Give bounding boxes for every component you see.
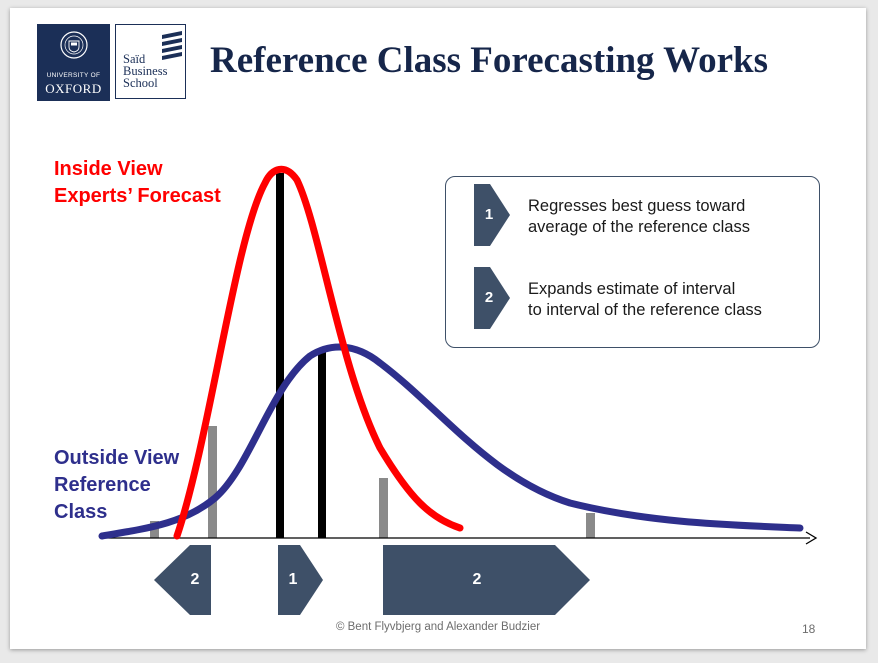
outside-view-label-line3: Class (54, 501, 108, 523)
oxford-logo: UNIVERSITY OF OXFORD (37, 24, 110, 101)
shift-arrow-right (278, 545, 323, 615)
legend-number: 1 (484, 206, 494, 223)
legend-arrow-icon (474, 184, 510, 246)
page-number: 18 (802, 622, 816, 636)
oxford-logo-line1: UNIVERSITY OF (46, 72, 101, 79)
footer-copyright: © Bent Flyvbjerg and Alexander Budzier (335, 621, 541, 633)
legend-text-line1: Regresses best guess toward (528, 197, 746, 215)
inside-view-label-line1: Inside View (54, 158, 163, 180)
slide: UNIVERSITY OF OXFORD Saïd Business Schoo… (10, 8, 866, 649)
inside-view-label: Inside View Experts’ Forecast (54, 156, 221, 210)
shift-arrow-label: 1 (288, 571, 298, 588)
outside-view-label: Outside View Reference Class (54, 445, 179, 526)
legend-text: Expands estimate of interval to interval… (528, 279, 828, 321)
legend-number: 2 (484, 289, 494, 306)
interval-arrow-right (383, 545, 590, 615)
outside-view-curve (98, 343, 804, 540)
reference-bar (208, 426, 217, 538)
forecast-diagram (98, 166, 818, 615)
inside-view-curve (173, 166, 464, 540)
interval-arrow-left-label: 2 (190, 571, 200, 588)
reference-bar (379, 478, 388, 538)
said-logo-line1: Saïd (123, 52, 146, 66)
said-business-school-logo: Saïd Business School (115, 24, 186, 99)
interval-arrow-right-label: 2 (472, 571, 482, 588)
legend-text-line2: to interval of the reference class (528, 301, 762, 319)
legend-text-line2: average of the reference class (528, 218, 750, 236)
oxford-crest-icon (60, 31, 88, 59)
legend-arrow-icon (474, 267, 510, 329)
interval-arrow-left (154, 545, 211, 615)
oxford-logo-line2: OXFORD (45, 81, 102, 96)
legend-box: 1 Regresses best guess toward average of… (445, 176, 820, 348)
page-title: Reference Class Forecasting Works (210, 40, 768, 81)
inside-view-label-line2: Experts’ Forecast (54, 185, 221, 207)
said-logo-line3: School (123, 76, 158, 90)
said-stripes-icon (162, 31, 182, 60)
reference-bar (586, 513, 595, 538)
legend-text: Regresses best guess toward average of t… (528, 196, 828, 238)
x-axis-arrowhead (805, 531, 818, 545)
outside-view-label-line1: Outside View (54, 447, 180, 469)
legend-text-line1: Expands estimate of interval (528, 280, 736, 298)
outside-view-label-line2: Reference (54, 474, 151, 496)
said-logo-line2: Business (123, 64, 168, 78)
outside-view-estimate-bar (318, 351, 326, 538)
inside-view-estimate-bar (276, 173, 284, 538)
said-logo-text: Saïd Business School (123, 52, 168, 90)
